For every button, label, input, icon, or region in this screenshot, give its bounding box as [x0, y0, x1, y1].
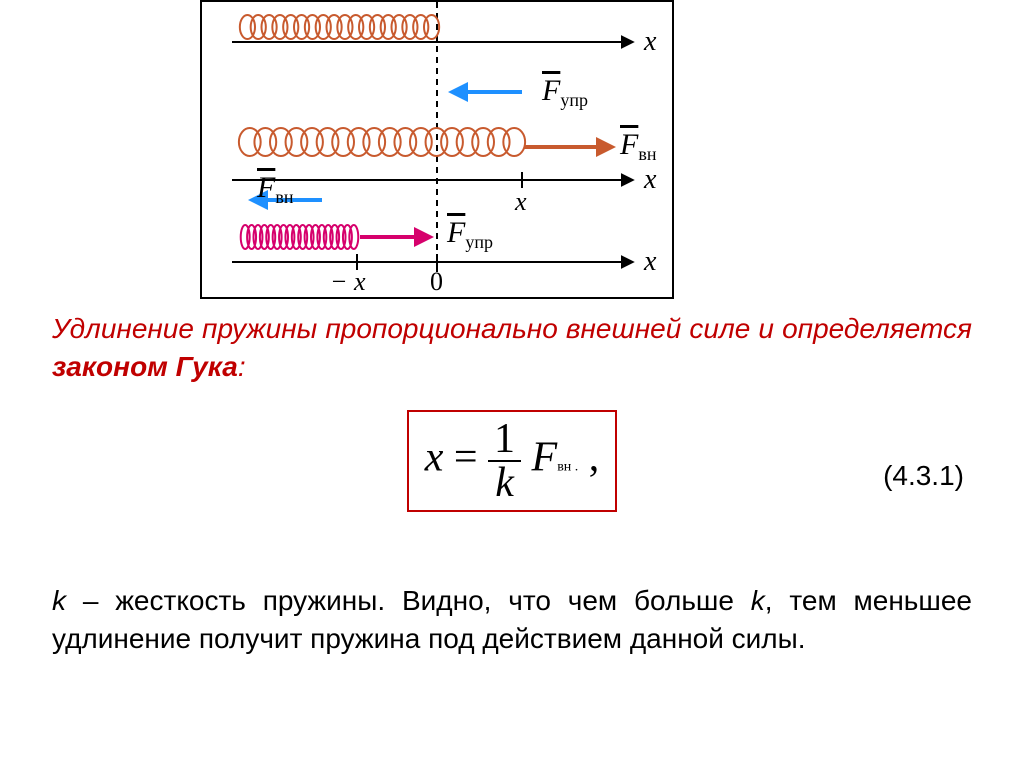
explain-text-1: – жесткость пружины. Видно, что чем боль…: [66, 585, 751, 616]
zero-label: 0: [430, 267, 443, 296]
label-f-vn-1: Fвн: [619, 128, 657, 164]
pos-x-label: x: [514, 187, 527, 216]
equation-number: (4.3.1): [883, 460, 964, 492]
neg-x-label: − x: [330, 267, 366, 296]
formula-eq: =: [454, 435, 478, 481]
k-symbol-1: k: [52, 585, 66, 616]
spring-diagram: x x x Fупр Fвн x − x 0 Fвн Fупр: [200, 0, 674, 299]
formula-frac: 1 k: [488, 418, 521, 504]
axis-3-label: x: [643, 246, 657, 277]
explanation-text: k – жесткость пружины. Видно, что чем бо…: [52, 582, 972, 658]
formula-rhs: F: [532, 435, 558, 481]
label-f-upr-2: Fупр: [446, 216, 493, 252]
statement-colon: :: [238, 351, 246, 382]
axis-2-label: x: [643, 164, 657, 195]
statement-pre: Удлинение пружины пропорционально внешне…: [52, 313, 972, 344]
formula-comma: ,: [589, 435, 600, 481]
statement-text: Удлинение пружины пропорционально внешне…: [52, 310, 972, 386]
diagram-svg: x x x Fупр Fвн x − x 0 Fвн Fупр: [202, 2, 672, 297]
spring-compressed: [241, 225, 359, 249]
label-f-upr-1: Fупр: [541, 74, 588, 110]
spring-natural: [240, 15, 439, 39]
formula-lhs: x: [425, 435, 444, 481]
formula-num: 1: [488, 418, 521, 462]
formula-box: x = 1 k Fвн . ,: [407, 410, 618, 512]
axis-1-label: x: [643, 26, 657, 57]
k-symbol-2: k: [751, 585, 765, 616]
law-name: законом Гука: [52, 351, 238, 382]
formula-rhs-sub: вн .: [557, 460, 578, 475]
formula-den: k: [488, 462, 521, 504]
spring-stretched: [239, 128, 525, 156]
formula-row: x = 1 k Fвн . , (4.3.1): [0, 410, 1024, 512]
label-f-vn-2: Fвн: [256, 171, 294, 207]
